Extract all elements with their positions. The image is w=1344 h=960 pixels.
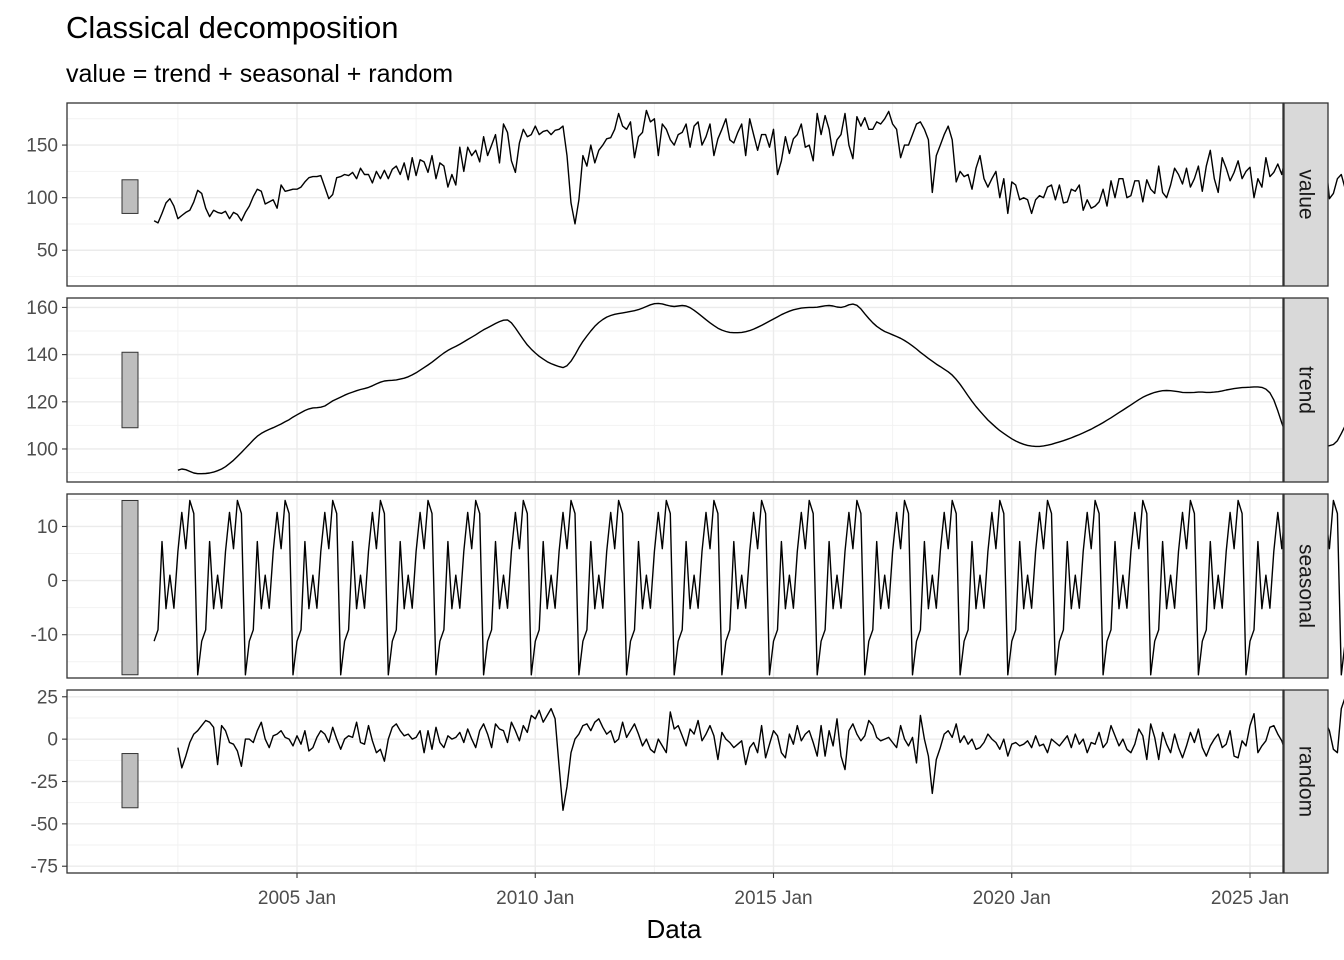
panel-border-seasonal bbox=[66, 493, 1284, 679]
facet-strip-trend bbox=[1283, 297, 1329, 483]
y-tick-label: -50 bbox=[31, 814, 58, 835]
facet-strip-label: seasonal bbox=[1295, 544, 1318, 628]
y-tick-label: 100 bbox=[26, 188, 58, 209]
facet-strip-seasonal bbox=[1283, 493, 1329, 679]
facet-strip-label: value bbox=[1295, 169, 1318, 219]
y-tick-label: 160 bbox=[26, 298, 58, 319]
series-line-trend bbox=[177, 302, 1344, 475]
y-tick-label: 100 bbox=[26, 439, 58, 460]
panel-background-trend bbox=[67, 298, 1283, 482]
y-tick-label: 150 bbox=[26, 136, 58, 157]
scale-bar-random bbox=[121, 753, 139, 809]
y-tick-label: 0 bbox=[47, 571, 58, 592]
series-line-value bbox=[153, 109, 1344, 225]
scale-bar-trend bbox=[121, 351, 139, 429]
x-tick-label: 2010 Jan bbox=[496, 888, 574, 909]
y-tick-label: 50 bbox=[37, 241, 58, 262]
chart-title: Classical decomposition bbox=[66, 10, 399, 45]
y-tick-label: 25 bbox=[37, 687, 58, 708]
y-tick-label: 140 bbox=[26, 345, 58, 366]
x-tick-label: 2020 Jan bbox=[973, 888, 1051, 909]
y-tick-label: 0 bbox=[47, 730, 58, 751]
y-tick-label: -10 bbox=[31, 625, 58, 646]
panel-background-value bbox=[67, 103, 1283, 286]
x-tick-label: 2005 Jan bbox=[258, 888, 336, 909]
y-tick-label: -75 bbox=[31, 857, 58, 878]
facet-strip-value bbox=[1283, 102, 1329, 287]
y-tick-label: 10 bbox=[37, 517, 58, 538]
x-tick-label: 2025 Jan bbox=[1211, 888, 1289, 909]
scale-bar-seasonal bbox=[121, 499, 139, 676]
chart-subtitle: value = trend + seasonal + random bbox=[66, 60, 454, 88]
x-tick-label: 2015 Jan bbox=[734, 888, 812, 909]
series-line-random bbox=[177, 698, 1344, 811]
x-axis-label: Data bbox=[646, 914, 702, 944]
y-tick-label: -25 bbox=[31, 772, 58, 793]
facet-strip-random bbox=[1283, 689, 1329, 874]
facet-strip-label: random bbox=[1295, 746, 1318, 817]
panel-border-value bbox=[66, 102, 1284, 287]
scale-bar-value bbox=[121, 179, 139, 214]
y-tick-label: 120 bbox=[26, 392, 58, 413]
facet-strip-label: trend bbox=[1295, 366, 1318, 414]
panel-border-trend bbox=[66, 297, 1284, 483]
